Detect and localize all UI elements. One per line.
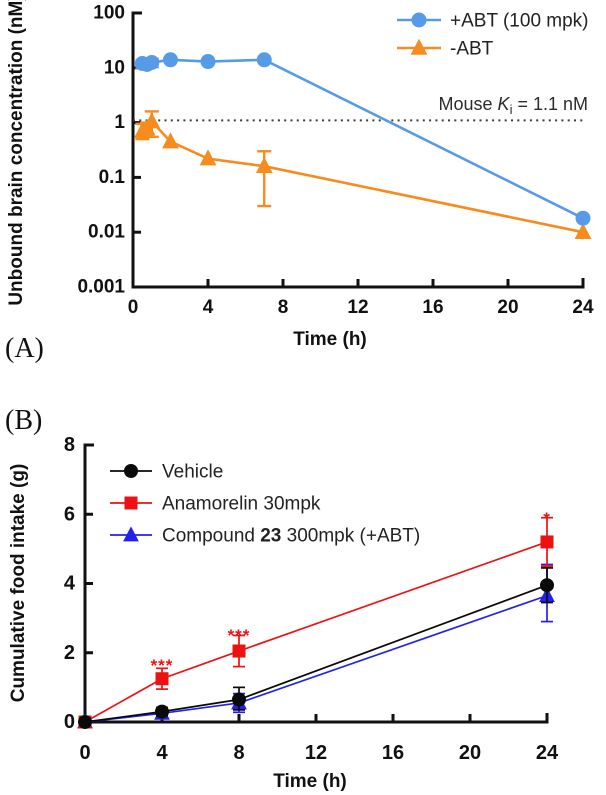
series-line	[142, 58, 584, 220]
data-point-circle	[575, 210, 591, 226]
y-tick-label: 0.01	[88, 222, 125, 243]
y-tick-label: 6	[64, 503, 75, 525]
x-tick-label: 8	[233, 742, 244, 764]
x-tick-label: 20	[497, 297, 518, 318]
series-anamorelin-30mpk	[78, 516, 554, 729]
y-axis-label: Unbound brain concentration (nM)	[6, 0, 27, 306]
series-line	[84, 594, 548, 723]
series-line	[84, 584, 548, 723]
x-tick-label: 16	[382, 742, 404, 764]
x-tick-label: 24	[572, 297, 594, 318]
legend: Vehicle Anamorelin 30mpk Compound 23 300mp…	[110, 462, 420, 547]
data-point-circle	[232, 692, 246, 707]
legend: +ABT (100 mpk) -ABT	[397, 11, 589, 60]
series-line	[84, 541, 548, 723]
x-tick-label: 4	[156, 742, 168, 764]
y-tick-label: 0	[64, 711, 75, 733]
data-point-circle	[155, 704, 169, 719]
x-tick-label: 20	[459, 742, 481, 764]
series-vehicle	[78, 567, 554, 729]
y-tick-label: 4	[64, 573, 76, 595]
legend-marker-square-icon	[124, 496, 138, 510]
legend-label: Anamorelin 30mpk	[162, 494, 321, 515]
legend-marker-triangle-icon	[123, 526, 139, 542]
series-compound-23-300mpk-abt	[77, 563, 555, 729]
data-point-triangle	[162, 132, 179, 149]
legend-item: Vehicle	[110, 462, 223, 483]
legend-label: Vehicle	[162, 462, 223, 483]
y-axis-label: Cumulative food intake (g)	[8, 464, 29, 703]
axes	[131, 11, 585, 289]
data-point-square	[232, 644, 246, 658]
legend-item: +ABT (100 mpk)	[397, 11, 589, 32]
data-point-triangle	[255, 157, 273, 174]
data-point-circle	[411, 12, 427, 28]
x-tick-label: 24	[536, 742, 559, 764]
x-tick-label: 16	[422, 297, 443, 318]
data-point-circle	[144, 54, 160, 70]
data-point-triangle	[410, 38, 428, 55]
legend-item: -ABT	[397, 39, 494, 60]
y-tick-label: 10	[104, 57, 125, 78]
series-line	[141, 119, 584, 234]
series-abt	[133, 110, 592, 239]
data-point-circle	[540, 578, 554, 593]
legend-marker-triangle-icon	[410, 38, 428, 55]
x-axis-label: Time (h)	[293, 329, 367, 350]
legend-item: Compound 23 300mpk (+ABT)	[110, 526, 420, 547]
y-tick-label: 100	[93, 3, 125, 24]
y-tick-label: 0.1	[99, 167, 126, 188]
legend-label: +ABT (100 mpk)	[450, 11, 589, 32]
legend-label: -ABT	[450, 39, 494, 60]
data-point-square	[155, 672, 169, 686]
y-tick-label: 1	[114, 112, 125, 133]
x-axis-label: Time (h)	[273, 771, 347, 792]
data-point-triangle	[143, 112, 161, 129]
data-point-circle	[163, 52, 178, 68]
significance-marker: *	[543, 509, 551, 528]
chart-a: 0 4 8 12 16 20 24 100 10 1 0.1 0.01 0.001 Time (h) Unb…	[6, 0, 594, 350]
ki-reference-label: Mouse Ki = 1.1 nM	[439, 94, 588, 117]
data-point-circle	[200, 54, 216, 70]
data-point-triangle	[199, 149, 217, 166]
x-tick-label: 8	[278, 297, 289, 318]
x-tick-label: 4	[203, 297, 214, 318]
panel-a-label: (A)	[5, 333, 44, 364]
significance-marker: ***	[151, 656, 174, 675]
data-point-circle	[124, 464, 138, 478]
data-point-triangle	[574, 223, 592, 239]
legend-label: Compound 23 300mpk (+ABT)	[162, 526, 420, 547]
panel-b-label: (B)	[5, 405, 43, 436]
x-tick-label: 12	[305, 742, 327, 764]
y-tick-label: 8	[64, 434, 75, 456]
legend-marker-circle-icon	[411, 12, 427, 28]
data-point-circle	[256, 52, 272, 68]
x-tick-label: 0	[128, 297, 139, 318]
data-point-square	[124, 496, 138, 510]
data-point-triangle	[123, 526, 139, 542]
legend-item: Anamorelin 30mpk	[110, 494, 321, 515]
y-tick-label: 2	[64, 642, 75, 664]
data-point-square	[540, 535, 554, 549]
data-point-circle	[78, 715, 92, 729]
axes	[83, 443, 549, 724]
y-tick-label: 0.001	[77, 277, 125, 298]
x-tick-label: 12	[347, 297, 368, 318]
series-abt-100-mpk	[134, 52, 591, 226]
significance-marker: ***	[228, 626, 251, 645]
legend-marker-circle-icon	[124, 464, 138, 478]
x-tick-label: 0	[79, 742, 90, 764]
